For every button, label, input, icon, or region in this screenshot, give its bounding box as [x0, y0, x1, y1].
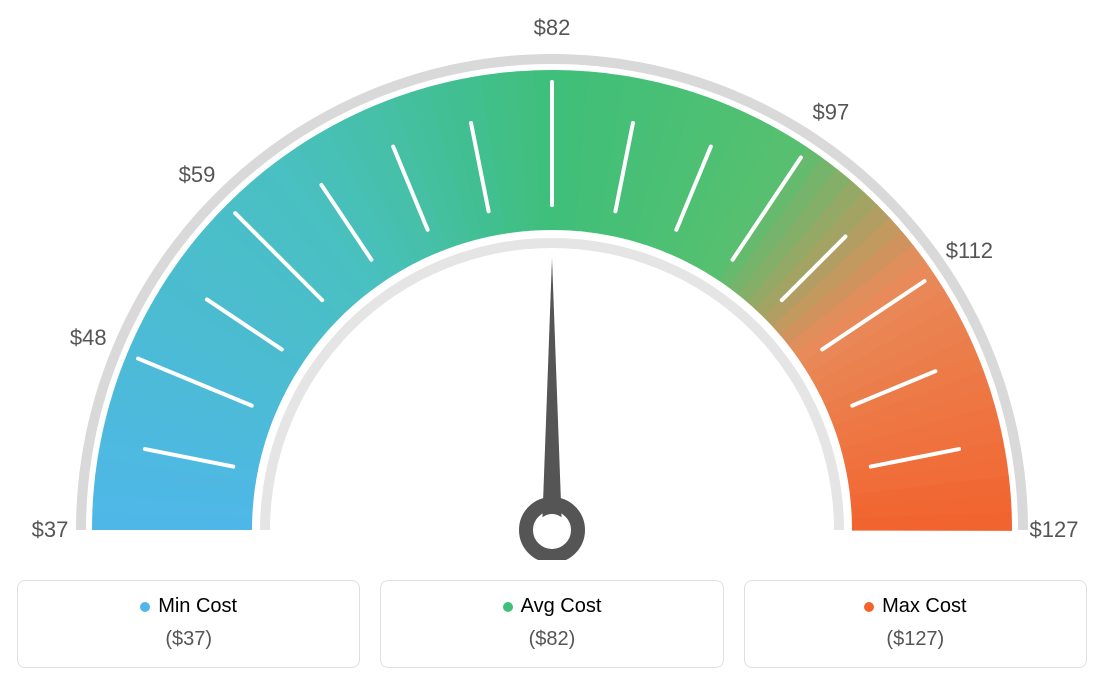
legend-dot-avg — [503, 602, 513, 612]
gauge-tick-label: $127 — [1030, 517, 1079, 542]
gauge-needle — [542, 258, 562, 530]
legend-title-avg: Avg Cost — [503, 595, 602, 618]
legend-card-min: Min Cost ($37) — [17, 580, 360, 668]
gauge-tick-label: $82 — [534, 15, 571, 40]
legend-label-min: Min Cost — [158, 595, 237, 618]
legend-card-avg: Avg Cost ($82) — [380, 580, 723, 668]
legend-row: Min Cost ($37) Avg Cost ($82) Max Cost (… — [17, 580, 1087, 668]
legend-label-max: Max Cost — [882, 595, 966, 618]
legend-value-max: ($127) — [886, 628, 944, 651]
legend-label-avg: Avg Cost — [521, 595, 602, 618]
legend-dot-max — [864, 602, 874, 612]
gauge-tick-label: $112 — [946, 238, 993, 263]
legend-title-min: Min Cost — [140, 595, 237, 618]
legend-dot-min — [140, 602, 150, 612]
legend-value-min: ($37) — [165, 628, 212, 651]
gauge-tick-label: $97 — [813, 100, 850, 125]
gauge-tick-label: $48 — [70, 325, 107, 350]
gauge-tick-label: $37 — [32, 517, 69, 542]
legend-title-max: Max Cost — [864, 595, 966, 618]
legend-card-max: Max Cost ($127) — [744, 580, 1087, 668]
gauge-tick-label: $59 — [179, 162, 216, 187]
cost-gauge-chart: $37 $48 $59 $82 $97 $112 $127 — [0, 0, 1104, 560]
gauge-needle-hub-inner — [536, 514, 568, 546]
legend-value-avg: ($82) — [529, 628, 576, 651]
